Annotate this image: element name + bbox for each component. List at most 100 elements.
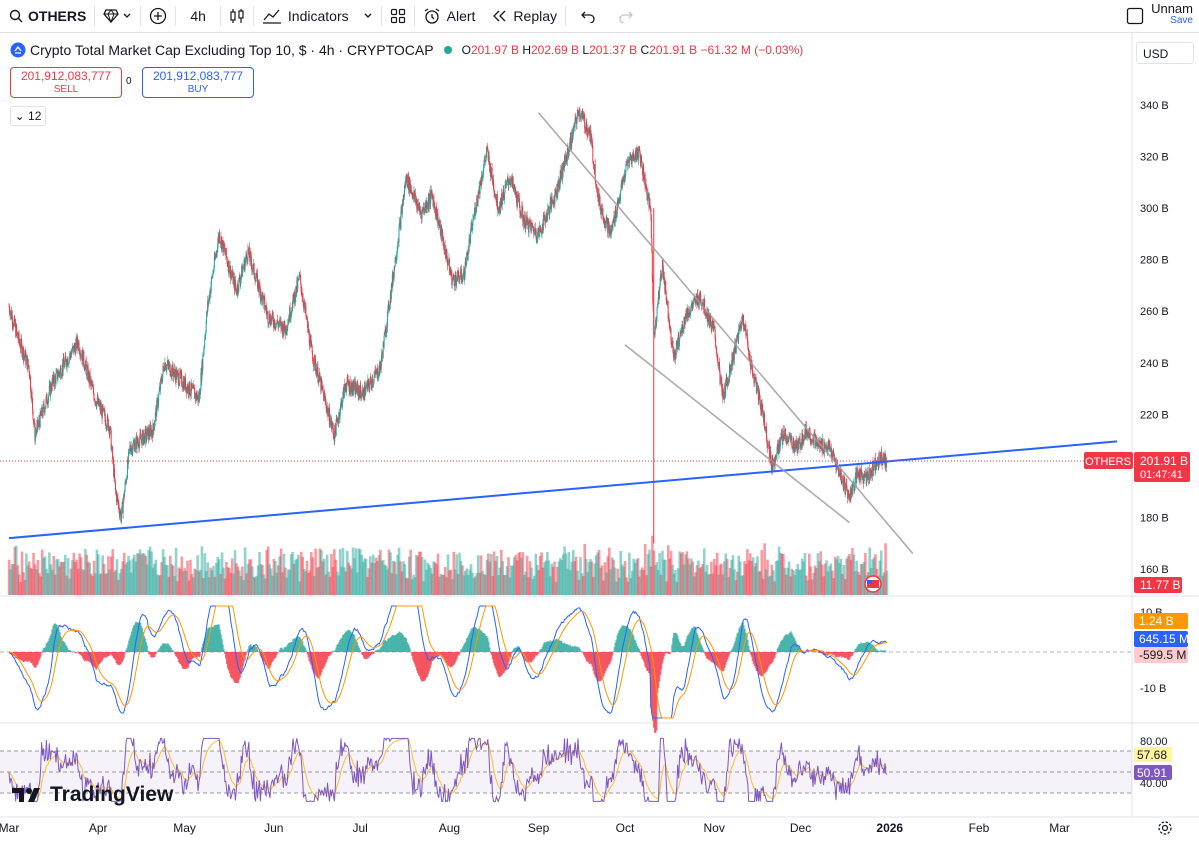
macd-hist-bar (623, 625, 625, 652)
candle-body (662, 266, 664, 280)
candle-body (150, 430, 152, 437)
macd-hist-bar (446, 652, 449, 665)
volume-bar (691, 561, 695, 595)
time-tick-label: Apr (89, 821, 108, 835)
candle-body (57, 371, 59, 377)
candle-body (533, 230, 535, 235)
macd-hist-bar (605, 652, 608, 669)
macd-hist-bar (408, 645, 410, 652)
candle-body (457, 270, 459, 282)
macd-hist-bar (637, 647, 640, 652)
candle-body (162, 366, 164, 375)
macd-hist-bar (275, 652, 278, 656)
candle-body (721, 381, 723, 392)
macd-hist-bar (355, 641, 358, 652)
candle-body (785, 433, 787, 441)
volume-bar (358, 549, 362, 595)
candle-body (758, 390, 760, 398)
macd-hist-bar (546, 641, 549, 652)
macd-hist-bar (103, 652, 105, 658)
candle-body (329, 420, 331, 426)
us-flag-icon (864, 575, 882, 593)
candle-body (713, 324, 715, 328)
time-tick-label: Mar (0, 821, 19, 835)
volume-bar (112, 571, 116, 595)
volume-bar (520, 557, 523, 595)
macd-hist-bar (504, 652, 506, 671)
candle-body (98, 398, 100, 406)
volume-bar (556, 566, 559, 595)
candle-body (803, 438, 805, 440)
candle-body (23, 354, 25, 356)
candle-body (636, 147, 638, 158)
candle-body (36, 424, 38, 432)
macd-hist-bar (134, 621, 137, 652)
volume-bar (79, 557, 83, 595)
candle-body (455, 275, 457, 278)
price-tick-label: 300 B (1140, 203, 1169, 215)
volume-bar (312, 575, 316, 595)
macd-hist-bar (240, 652, 242, 675)
candle-body (552, 200, 554, 204)
macd-hist-bar (349, 631, 352, 652)
candle-body (360, 392, 362, 399)
candle-body (205, 321, 207, 333)
volume-bar (56, 559, 60, 595)
candle-body (581, 114, 583, 115)
candle-body (120, 511, 122, 521)
candle-body (401, 204, 403, 214)
macd-hist-bar (230, 652, 233, 679)
candle-body (39, 411, 41, 428)
macd-hist-bar (422, 652, 425, 682)
candle-body (547, 208, 549, 216)
volume-bar (84, 549, 87, 595)
candle-body (90, 379, 92, 382)
macd-hist-bar (509, 652, 512, 658)
macd-hist-bar (540, 648, 543, 652)
candle-body (290, 312, 292, 318)
macd-hist-bar (414, 652, 416, 665)
candle-body (114, 478, 116, 483)
volume-bar (589, 559, 592, 595)
macd-hist-bar (345, 631, 348, 652)
candle-body (255, 277, 257, 279)
candle-body (608, 221, 610, 224)
macd-hist-bar (451, 652, 454, 667)
candle-body (128, 449, 130, 452)
macd-hist-bar (620, 627, 622, 652)
macd-hist-bar (232, 652, 235, 681)
volume-bar (61, 562, 64, 595)
candle-body (634, 158, 636, 160)
candle-body (473, 218, 475, 219)
candle-body (515, 188, 517, 196)
macd-hist-bar (657, 652, 660, 688)
candle-body (365, 385, 367, 387)
macd-hist-bar (487, 641, 490, 652)
macd-hist-bar (38, 652, 41, 660)
macd-hist-bar (320, 652, 322, 676)
candle-body (883, 453, 885, 463)
volume-bar (402, 561, 405, 595)
macd-hist-bar (419, 652, 422, 680)
candle-body (765, 426, 767, 440)
candle-body (226, 256, 228, 260)
volume-bar (609, 569, 612, 595)
candle-body (151, 430, 153, 433)
candle-body (145, 428, 147, 430)
candle-body (705, 312, 707, 316)
trendline-drawing (8, 440, 1118, 540)
candle-body (674, 353, 676, 361)
macd-hist-bar (331, 651, 334, 652)
candle-body (300, 275, 302, 284)
candle-body (442, 238, 444, 241)
volume-bar (665, 581, 669, 595)
candle-body (205, 332, 207, 337)
volume-bar (802, 561, 805, 595)
volume-bar (740, 576, 743, 595)
candle-body (274, 319, 276, 328)
volume-bar (397, 547, 401, 595)
volume-bar (53, 574, 57, 595)
macd-hist-bar (303, 646, 306, 652)
macd-hist-bar (590, 652, 593, 665)
